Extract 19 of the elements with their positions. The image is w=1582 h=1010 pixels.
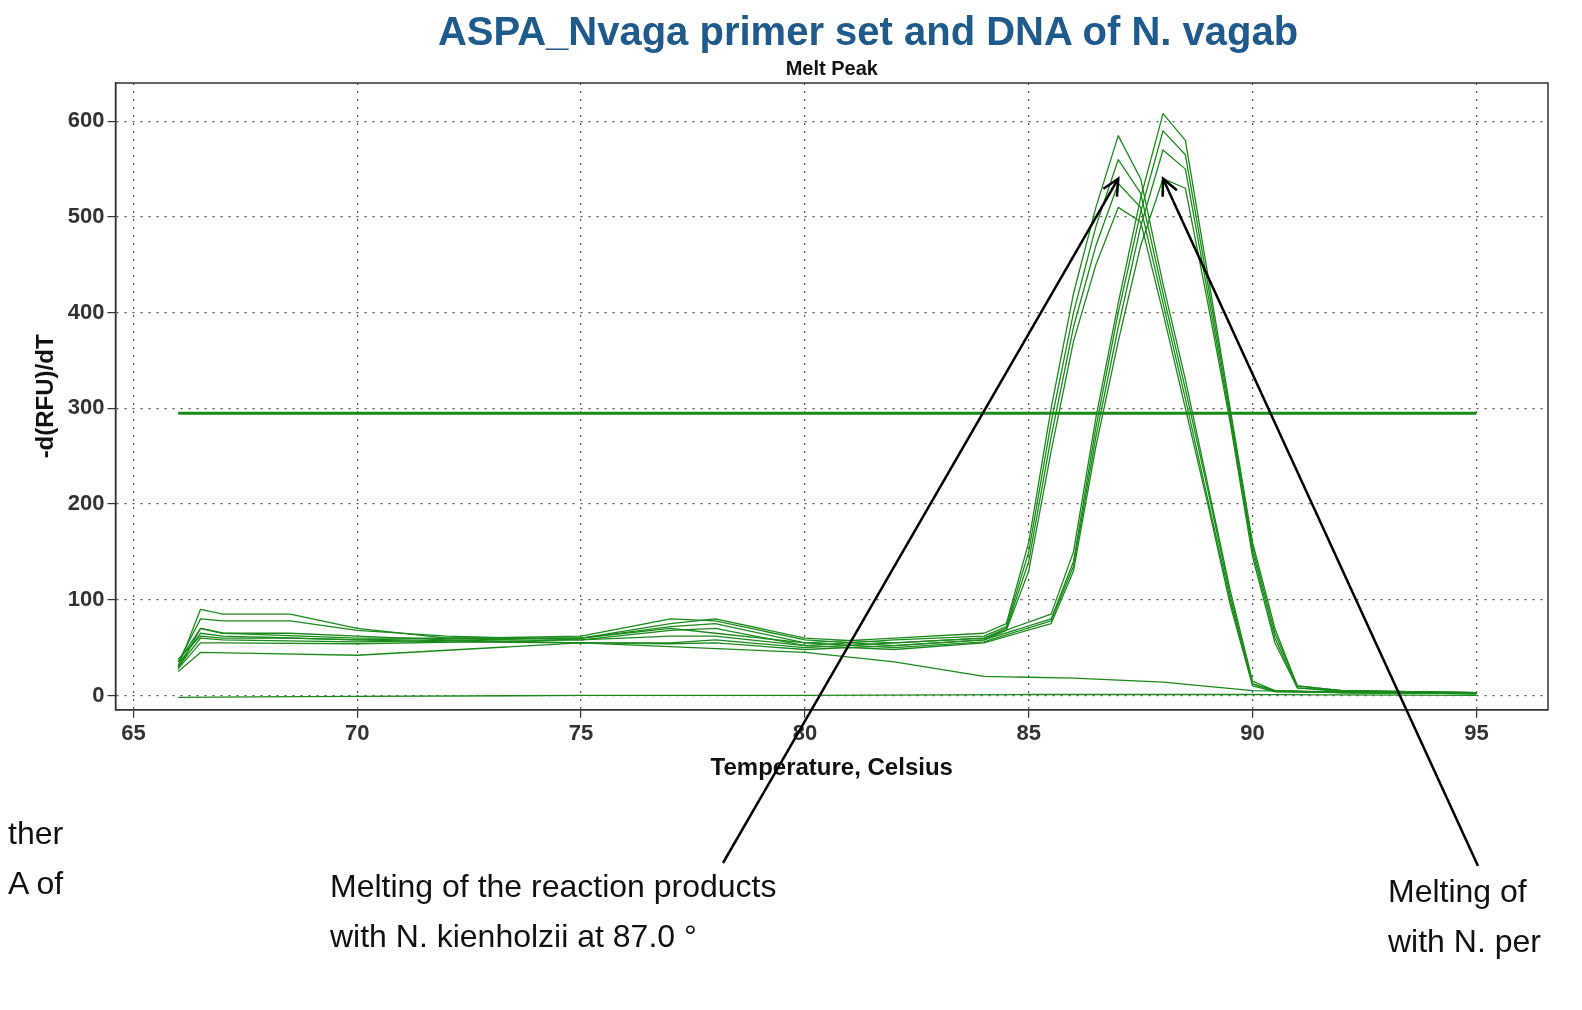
- x-tick-label: 70: [345, 720, 370, 746]
- chart-subtitle: Melt Peak: [785, 56, 879, 79]
- y-axis-title: -d(RFU)/dT: [31, 334, 59, 459]
- x-tick-label: 85: [1016, 720, 1041, 746]
- chart-title: ASPA_Nvaga primer set and DNA of N. vagab: [437, 9, 1299, 54]
- annotation: Melting of with N. per: [1387, 872, 1542, 959]
- y-tick-label: 600: [67, 107, 105, 133]
- annotation: Melting of the reaction products with N. kienholzii at 87.0 °: [329, 867, 777, 954]
- x-tick-label: 75: [568, 720, 594, 746]
- text: ther A of: [8, 814, 64, 901]
- y-tick-label: 300: [67, 394, 105, 420]
- y-tick-label: 200: [67, 490, 105, 516]
- y-tick-label: 100: [67, 585, 105, 611]
- y-tick-label: 0: [92, 681, 105, 707]
- y-tick-label: 400: [67, 298, 105, 324]
- x-tick-label: 95: [1464, 720, 1489, 746]
- x-tick-label: 65: [121, 720, 146, 746]
- y-tick-label: 500: [67, 203, 105, 229]
- x-tick-label: 90: [1240, 720, 1265, 746]
